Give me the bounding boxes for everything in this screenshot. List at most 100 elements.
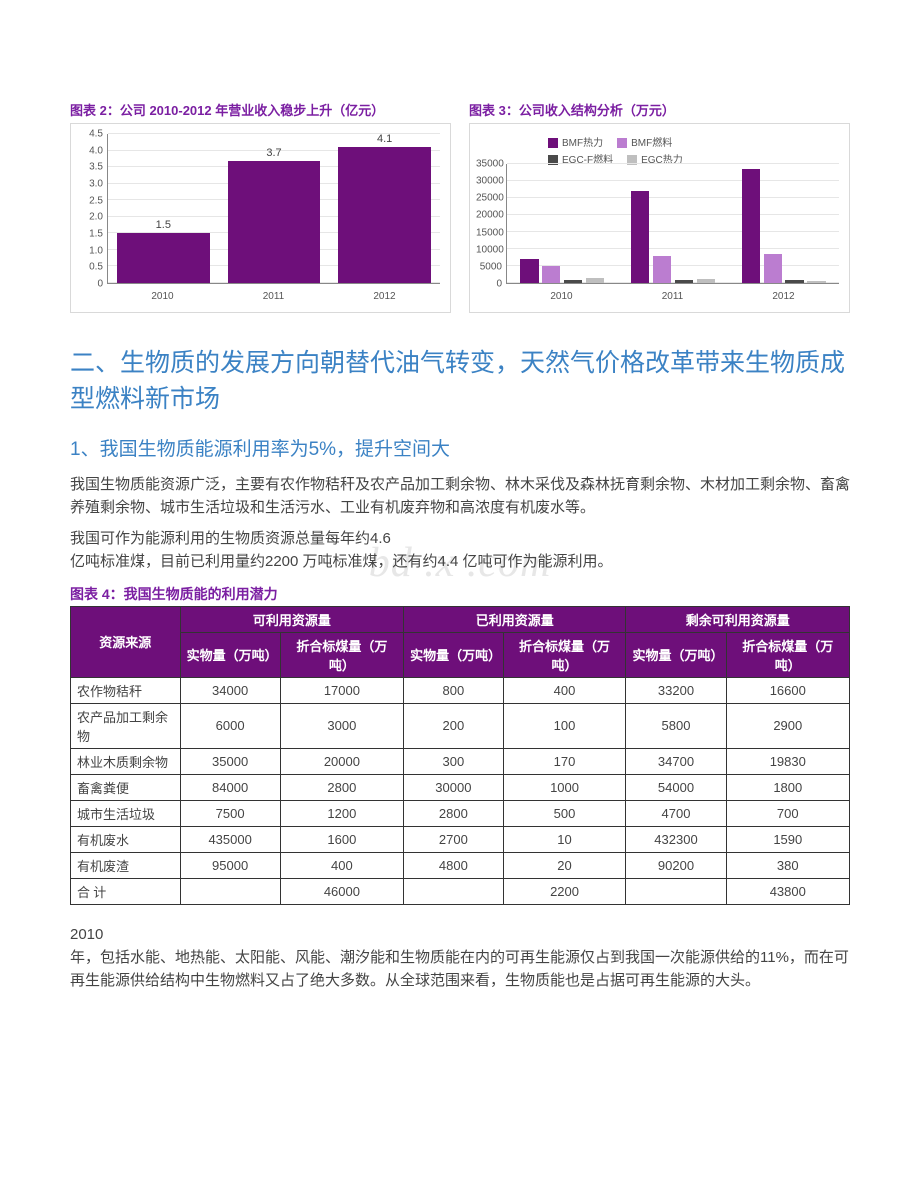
table-cell: 2200 bbox=[503, 878, 626, 904]
chart-3-bar bbox=[697, 279, 715, 283]
table-4-subheader-cell: 实物量（万吨） bbox=[626, 632, 726, 677]
chart-3-ytick: 30000 bbox=[476, 176, 502, 187]
chart-2-xtick: 2010 bbox=[151, 291, 173, 302]
table-cell: 19830 bbox=[726, 748, 849, 774]
table-4-group-2: 剩余可利用资源量 bbox=[626, 606, 850, 632]
chart-3-legend-item: BMF燃料 bbox=[617, 134, 672, 149]
table-4-corner: 资源来源 bbox=[71, 606, 181, 677]
table-cell: 1800 bbox=[726, 774, 849, 800]
table-cell: 1600 bbox=[280, 826, 403, 852]
table-4-subheader-cell: 折合标煤量（万吨） bbox=[726, 632, 849, 677]
chart-3-xtick: 2011 bbox=[662, 291, 684, 302]
table-cell: 435000 bbox=[180, 826, 280, 852]
chart-3-area: BMF热力BMF燃料EGC-F燃料EGC热力 05000100001500020… bbox=[469, 123, 850, 313]
table-cell: 3000 bbox=[280, 703, 403, 748]
table-cell: 2900 bbox=[726, 703, 849, 748]
table-cell: 农作物秸秆 bbox=[71, 677, 181, 703]
chart-2-ytick: 2.5 bbox=[77, 195, 103, 206]
chart-2-ytick: 4.0 bbox=[77, 145, 103, 156]
table-cell bbox=[626, 878, 726, 904]
table-row: 林业木质剩余物35000200003001703470019830 bbox=[71, 748, 850, 774]
chart-3-bar bbox=[675, 280, 693, 283]
table-cell: 90200 bbox=[626, 852, 726, 878]
chart-3-legend-item: BMF热力 bbox=[548, 134, 603, 149]
table-cell: 700 bbox=[726, 800, 849, 826]
chart-2-xtick: 2012 bbox=[373, 291, 395, 302]
table-cell: 16600 bbox=[726, 677, 849, 703]
table-cell: 4700 bbox=[626, 800, 726, 826]
table-cell: 432300 bbox=[626, 826, 726, 852]
table-cell: 7500 bbox=[180, 800, 280, 826]
table-cell: 20000 bbox=[280, 748, 403, 774]
table-cell: 170 bbox=[503, 748, 626, 774]
chart-3-ytick: 25000 bbox=[476, 193, 502, 204]
chart-2-caption: 图表 2：公司 2010-2012 年营业收入稳步上升（亿元） bbox=[70, 100, 451, 119]
chart-3-ytick: 10000 bbox=[476, 244, 502, 255]
table-cell: 1000 bbox=[503, 774, 626, 800]
chart-2-ytick: 3.5 bbox=[77, 162, 103, 173]
table-4-subhead: 实物量（万吨）折合标煤量（万吨）实物量（万吨）折合标煤量（万吨）实物量（万吨）折… bbox=[71, 632, 850, 677]
table-cell: 54000 bbox=[626, 774, 726, 800]
table-cell: 10 bbox=[503, 826, 626, 852]
table-cell bbox=[180, 878, 280, 904]
table-cell: 2800 bbox=[404, 800, 504, 826]
table-cell: 4800 bbox=[404, 852, 504, 878]
chart-3-bar bbox=[586, 278, 604, 283]
table-cell: 有机废渣 bbox=[71, 852, 181, 878]
table-row: 畜禽粪便840002800300001000540001800 bbox=[71, 774, 850, 800]
table-cell bbox=[404, 878, 504, 904]
table-4-head: 资源来源 可利用资源量 已利用资源量 剩余可利用资源量 实物量（万吨）折合标煤量… bbox=[71, 606, 850, 677]
table-cell: 30000 bbox=[404, 774, 504, 800]
table-4-caption: 图表 4：我国生物质能的利用潜力 bbox=[70, 584, 850, 604]
chart-3-bar bbox=[653, 256, 671, 283]
table-cell: 6000 bbox=[180, 703, 280, 748]
chart-2-ytick: 1.0 bbox=[77, 245, 103, 256]
chart-2-bar bbox=[228, 161, 321, 284]
table-cell: 43800 bbox=[726, 878, 849, 904]
table-cell: 100 bbox=[503, 703, 626, 748]
paragraph-2-wrap: bd .x .com 我国可作为能源利用的生物质资源总量每年约4.6 亿吨标准煤… bbox=[70, 527, 850, 574]
table-cell: 95000 bbox=[180, 852, 280, 878]
table-cell: 1590 bbox=[726, 826, 849, 852]
page: 图表 2：公司 2010-2012 年营业收入稳步上升（亿元） 1.5 3.7 4.… bbox=[0, 0, 920, 1060]
chart-3-bar bbox=[564, 280, 582, 283]
table-4-group-1: 已利用资源量 bbox=[404, 606, 626, 632]
chart-3-bar bbox=[785, 280, 803, 283]
chart-2-bar bbox=[338, 147, 431, 283]
paragraph-2b: 亿吨标准煤，目前已利用量约2200 万吨标准煤，还有约4.4 亿吨可作为能源利用… bbox=[70, 550, 850, 573]
table-cell: 500 bbox=[503, 800, 626, 826]
table-cell: 2800 bbox=[280, 774, 403, 800]
chart-2-ytick: 2.0 bbox=[77, 212, 103, 223]
chart-3-ytick: 0 bbox=[476, 279, 502, 290]
chart-3-bar bbox=[742, 169, 760, 283]
table-cell: 380 bbox=[726, 852, 849, 878]
table-cell: 800 bbox=[404, 677, 504, 703]
table-cell: 有机废水 bbox=[71, 826, 181, 852]
chart-3-bar bbox=[807, 281, 825, 283]
chart-2-ytick: 4.5 bbox=[77, 129, 103, 140]
chart-3: 图表 3：公司收入结构分析（万元） BMF热力BMF燃料EGC-F燃料EGC热力… bbox=[469, 100, 850, 313]
table-row: 农产品加工剩余物6000300020010058002900 bbox=[71, 703, 850, 748]
chart-2-value-label: 1.5 bbox=[156, 219, 171, 231]
chart-3-bar bbox=[631, 191, 649, 283]
table-cell: 400 bbox=[503, 677, 626, 703]
paragraph-3b: 年，包括水能、地热能、太阳能、风能、潮汐能和生物质能在内的可再生能源仅占到我国一… bbox=[70, 946, 850, 993]
table-cell: 84000 bbox=[180, 774, 280, 800]
table-cell: 300 bbox=[404, 748, 504, 774]
chart-2-area: 1.53.74.1 00.51.01.52.02.53.03.54.04.520… bbox=[70, 123, 451, 313]
chart-3-xtick: 2012 bbox=[772, 291, 794, 302]
table-cell: 农产品加工剩余物 bbox=[71, 703, 181, 748]
chart-3-ytick: 5000 bbox=[476, 261, 502, 272]
chart-3-ytick: 20000 bbox=[476, 210, 502, 221]
table-cell: 合 计 bbox=[71, 878, 181, 904]
chart-2-bar bbox=[117, 233, 210, 283]
table-row: 城市生活垃圾7500120028005004700700 bbox=[71, 800, 850, 826]
table-cell: 2700 bbox=[404, 826, 504, 852]
table-cell: 400 bbox=[280, 852, 403, 878]
table-cell: 林业木质剩余物 bbox=[71, 748, 181, 774]
paragraph-1: 我国生物质能资源广泛，主要有农作物秸秆及农产品加工剩余物、林木采伐及森林抚育剩余… bbox=[70, 473, 850, 520]
chart-2-ytick: 3.0 bbox=[77, 179, 103, 190]
paragraph-2a: 我国可作为能源利用的生物质资源总量每年约4.6 bbox=[70, 527, 850, 550]
table-cell: 17000 bbox=[280, 677, 403, 703]
chart-2-value-label: 3.7 bbox=[266, 147, 281, 159]
